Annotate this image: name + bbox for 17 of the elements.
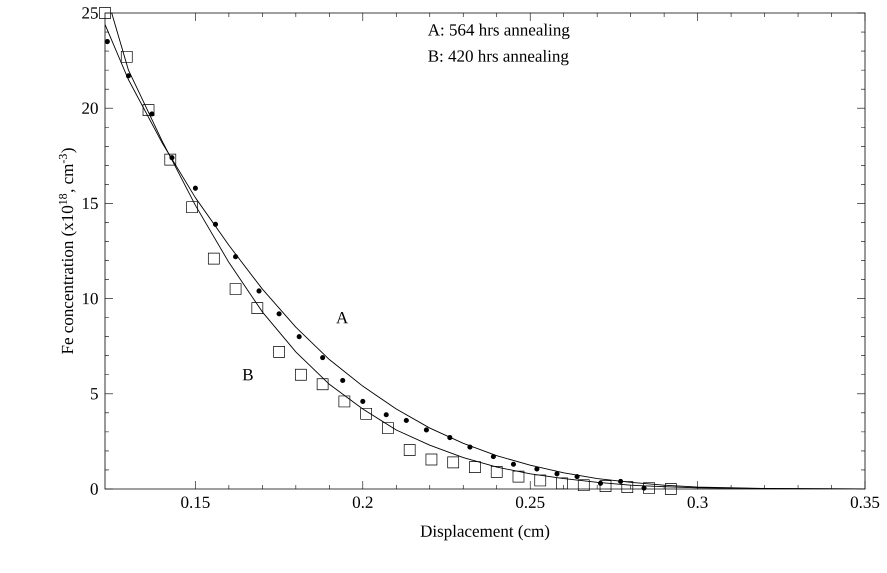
x-tick-label: 0.15 [181, 496, 210, 508]
x-tick-label: 0.25 [516, 496, 544, 508]
y-tick-label: 5 [90, 388, 98, 400]
x-tick-label: 0.3 [688, 496, 708, 508]
annotation: A [336, 312, 348, 324]
annotation: A: 564 hrs annealing [428, 24, 570, 40]
x-tick-label: 0.35 [850, 496, 880, 508]
y-axis-title: Fe concentration (x10$^{18}$, cm$^{-3}$) [58, 148, 77, 354]
y-tick-label: 15 [82, 198, 98, 210]
x-axis-title: Displacement (cm) [420, 524, 550, 540]
annotation: B [242, 369, 253, 380]
y-tick-label: 20 [82, 102, 98, 114]
annotation: B: 420 hrs annealing [428, 50, 569, 66]
y-tick-label: 10 [82, 292, 98, 304]
x-tick-label: 0.2 [352, 496, 372, 508]
y-tick-label: 0 [90, 483, 98, 495]
y-tick-label: 25 [82, 7, 98, 19]
